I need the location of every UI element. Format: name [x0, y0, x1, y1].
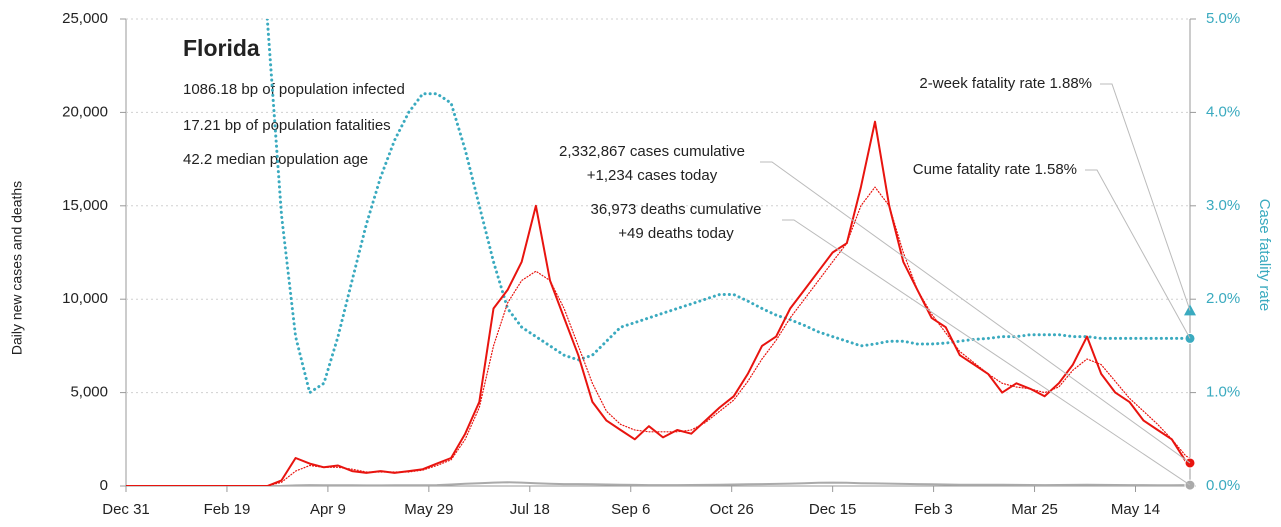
leader-line	[782, 219, 1191, 486]
subtitle: 17.21 bp of population fatalities	[183, 117, 391, 134]
y-tick-label: 15,000	[62, 197, 108, 214]
subtitle: 1086.18 bp of population infected	[183, 81, 405, 98]
series-line	[126, 120, 1190, 486]
x-tick-label: May 14	[1111, 501, 1160, 518]
y2-tick-label: 4.0%	[1206, 103, 1240, 120]
annotation: +49 deaths today	[618, 225, 734, 242]
y-axis-label: Daily new cases and deaths	[9, 181, 25, 355]
y2-tick-label: 3.0%	[1206, 197, 1240, 214]
y2-tick-label: 0.0%	[1206, 477, 1240, 494]
x-tick-label: Dec 15	[809, 501, 857, 518]
annotation: 2-week fatality rate 1.88%	[919, 75, 1092, 92]
annotation: Cume fatality rate 1.58%	[913, 161, 1077, 178]
x-tick-label: Apr 9	[310, 501, 346, 518]
annotation: 36,973 deaths cumulative	[591, 201, 762, 218]
x-tick-label: May 29	[404, 501, 453, 518]
leader-line	[1100, 83, 1191, 311]
x-tick-label: Jul 18	[510, 501, 550, 518]
y2-tick-label: 1.0%	[1206, 384, 1240, 401]
plot-area	[126, 19, 1190, 486]
x-tick-label: Feb 19	[204, 501, 251, 518]
x-tick-label: Dec 31	[102, 501, 150, 518]
x-tick-label: Sep 6	[611, 501, 650, 518]
y2-tick-label: 2.0%	[1206, 290, 1240, 307]
y-tick-label: 25,000	[62, 10, 108, 27]
x-tick-label: Oct 26	[710, 501, 754, 518]
series-line	[126, 481, 1190, 486]
x-tick-label: Mar 25	[1011, 501, 1058, 518]
y2-tick-label: 5.0%	[1206, 10, 1240, 27]
leader-line	[1085, 169, 1191, 339]
chart-title: Florida	[183, 35, 260, 61]
y2-axis-label: Case fatality rate	[1256, 199, 1273, 312]
y-tick-label: 20,000	[62, 103, 108, 120]
subtitle: 42.2 median population age	[183, 151, 368, 168]
series-line	[265, 19, 1190, 395]
annotation: +1,234 cases today	[587, 167, 718, 184]
y-tick-label: 10,000	[62, 290, 108, 307]
series-line	[126, 186, 1190, 486]
x-tick-label: Feb 3	[914, 501, 952, 518]
leader-line	[760, 161, 1191, 464]
annotation: 2,332,867 cases cumulative	[559, 143, 745, 160]
y-tick-label: 0	[100, 477, 108, 494]
y-tick-label: 5,000	[70, 384, 108, 401]
